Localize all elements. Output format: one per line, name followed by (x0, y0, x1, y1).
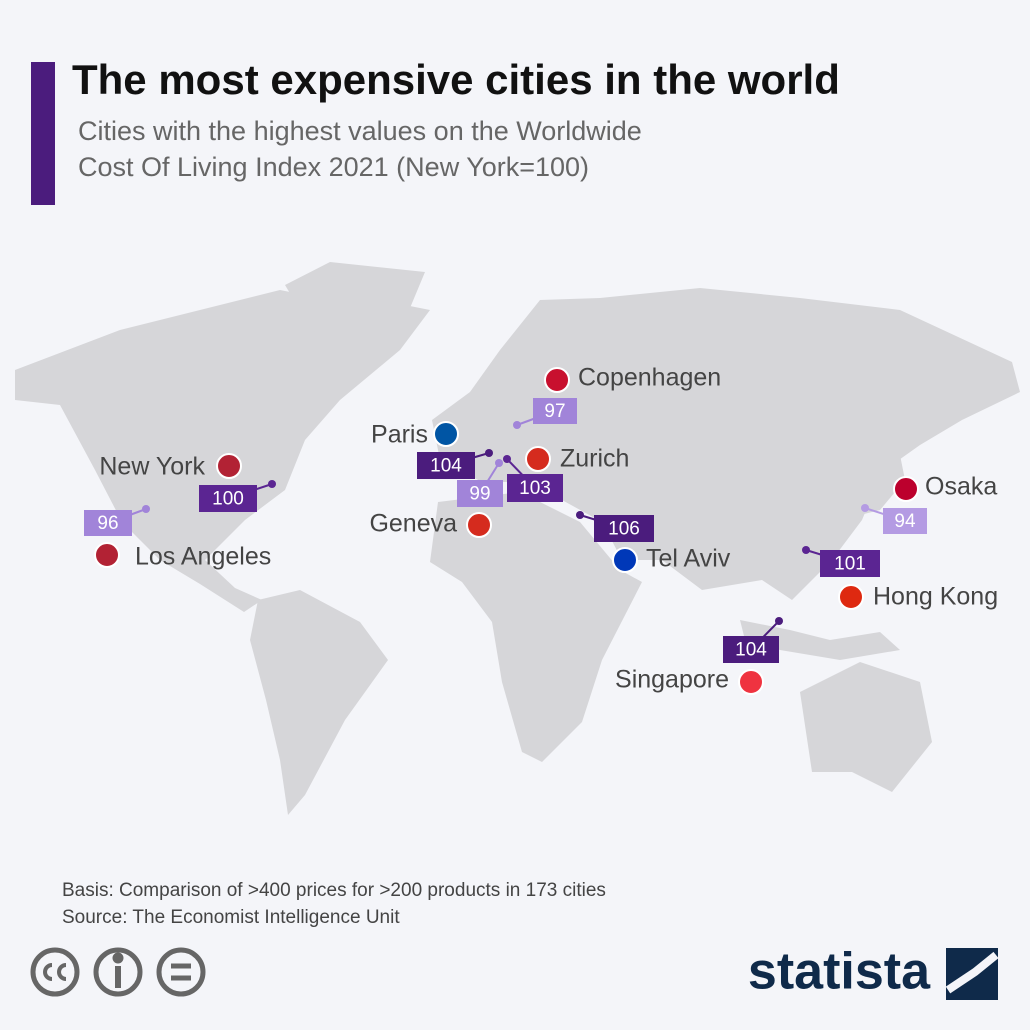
basis-note: Basis: Comparison of >400 prices for >20… (62, 880, 606, 901)
city-name: Geneva (369, 510, 457, 538)
flag (94, 542, 120, 568)
value-label: 106 (608, 519, 640, 540)
source-note: Source: The Economist Intelligence Unit (62, 907, 400, 928)
africa (430, 492, 642, 762)
city-name: Osaka (925, 473, 997, 501)
by-glyph (112, 952, 124, 964)
south-america (250, 590, 388, 815)
value-box (199, 485, 257, 512)
value-label: 94 (894, 511, 916, 532)
flag (893, 476, 919, 502)
city-name: Hong Kong (873, 583, 998, 611)
city: 106 Tel Aviv (576, 511, 731, 573)
flag (544, 367, 570, 393)
value-label: 104 (735, 640, 767, 661)
city-name: New York (99, 453, 205, 481)
nd-icon (156, 947, 206, 997)
city-name: Tel Aviv (646, 545, 731, 573)
eurasia (432, 288, 1020, 600)
brand-logo: statista (748, 943, 931, 1001)
flag (433, 421, 459, 447)
city: 104 Singapore (615, 617, 783, 695)
city: 96 Los Angeles (84, 505, 271, 571)
city: 101 Hong Kong (802, 546, 998, 611)
value-label: 101 (834, 554, 866, 575)
city: 99 Geneva (369, 459, 503, 538)
value-box (507, 474, 563, 502)
value-label: 104 (430, 456, 462, 477)
city: 97 Copenhagen (513, 364, 721, 429)
subtitle: Cities with the highest values on the Wo… (78, 116, 642, 146)
city-name: Copenhagen (578, 364, 721, 392)
city-name: Zurich (560, 445, 629, 473)
by-icon (93, 947, 143, 997)
value-box (457, 480, 503, 507)
value-box (533, 398, 577, 424)
value-box (594, 515, 654, 542)
brand-stripe (945, 951, 999, 994)
city: 94 Osaka (861, 473, 997, 534)
value-label: 96 (97, 513, 118, 534)
title-accent (31, 62, 55, 205)
world-map (15, 262, 1020, 815)
cc-glyph (43, 963, 67, 981)
city: 103 Zurich (503, 445, 629, 502)
indonesia (740, 620, 900, 660)
value-label: 97 (544, 401, 565, 422)
value-box (883, 508, 927, 534)
title: The most expensive cities in the world (72, 56, 840, 103)
subtitle: Cost Of Living Index 2021 (New York=100) (78, 152, 589, 182)
japan (860, 455, 905, 515)
flag (216, 453, 242, 479)
value-box (417, 452, 475, 479)
flag (466, 512, 492, 538)
brand-mark (945, 948, 999, 1000)
flag (738, 669, 764, 695)
value-box (723, 636, 779, 663)
flag (612, 547, 638, 573)
flag (525, 446, 551, 472)
flag (838, 584, 864, 610)
australia (800, 662, 932, 792)
city-name: Paris (371, 421, 428, 449)
city-name: Los Angeles (135, 543, 271, 571)
value-label: 100 (212, 489, 244, 510)
north-america (15, 290, 430, 612)
value-box (820, 550, 880, 577)
license-icons (30, 947, 206, 997)
greenland (285, 262, 425, 350)
value-label: 99 (469, 484, 490, 505)
value-box (84, 510, 132, 536)
city: 100 New York (99, 453, 276, 512)
city-name: Singapore (615, 666, 729, 694)
value-label: 103 (519, 478, 551, 499)
cc-icon (30, 947, 80, 997)
